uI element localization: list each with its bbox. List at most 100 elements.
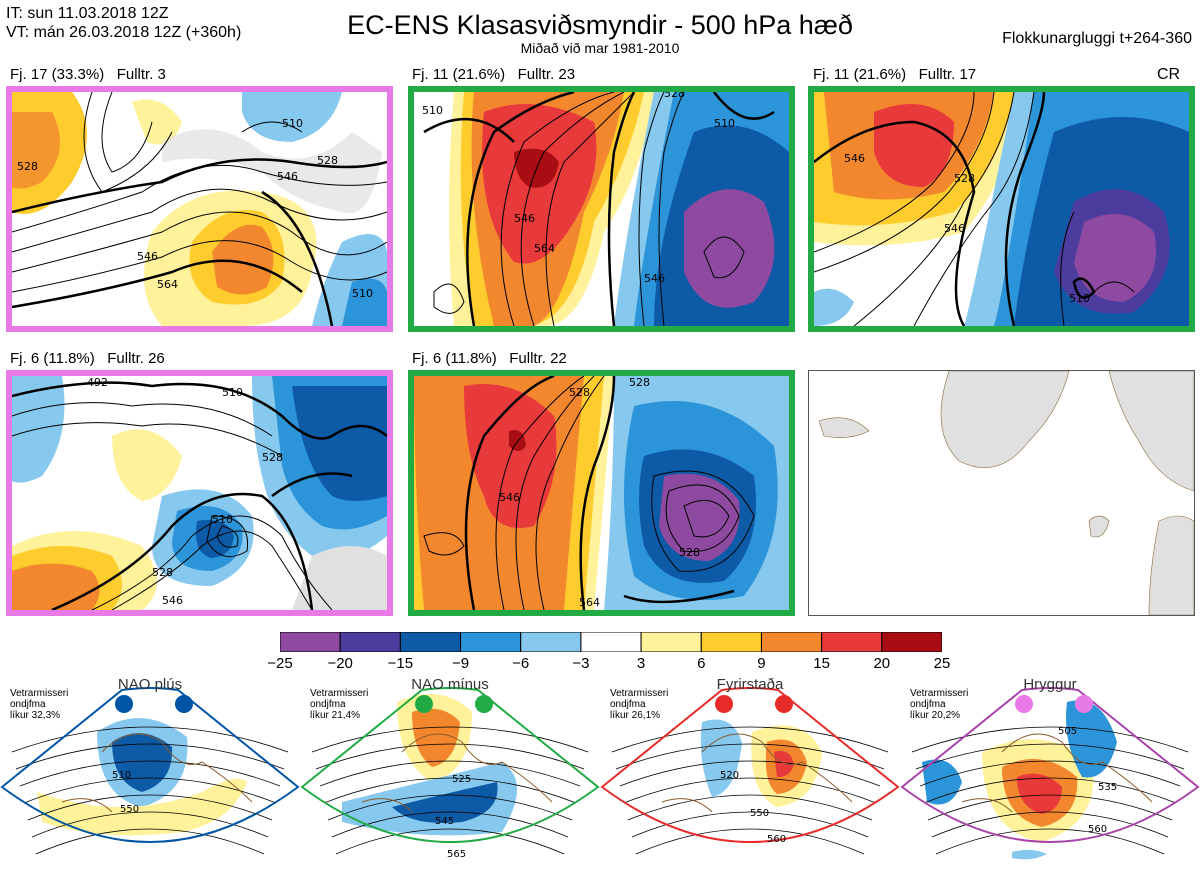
contour-label: 528	[954, 172, 975, 185]
init-time: IT: sun 11.03.2018 12Z	[6, 5, 169, 22]
colorbar-tick-label: −20	[327, 655, 353, 672]
regime-info: Vetrarmisseri ondjfma líkur 20,2%	[910, 688, 968, 721]
contour-label: 528	[679, 546, 700, 559]
contour-label: 510	[282, 117, 303, 130]
regime-name: Hryggur	[1023, 676, 1077, 693]
regime-diagram: 525 545 565	[300, 687, 600, 860]
regime-diagram: 520 550 560	[600, 687, 900, 855]
regime-info-line: Vetrarmisseri	[610, 688, 669, 699]
colorbar-swatch	[520, 631, 582, 653]
regime-marker-dot	[475, 695, 493, 713]
contour-label: 510	[212, 513, 233, 526]
regime-marker-dot	[415, 695, 433, 713]
colorbar-labels: −25 −20 −15 −9 −6 −3 3 6 9 15 20 25	[267, 655, 950, 673]
regime-contour-label: 550	[120, 804, 139, 815]
regime-marker-dot	[1075, 695, 1093, 713]
regime-diagram: 505 535 560	[900, 687, 1200, 860]
cluster-map-panel-2[interactable]: 510 546 564 546 528 510	[408, 86, 795, 332]
panel-3-label: Fj. 11 (21.6%) Fulltr. 17	[813, 66, 977, 83]
contour-label: 528	[664, 92, 685, 100]
regime-1: 510 550 NAO plús Vetrarmisseri ondjfma líkur …	[0, 676, 300, 871]
regime-info-line: ondjfma	[310, 699, 346, 710]
regime-contour-label: 510	[112, 770, 131, 781]
regime-name: NAO plús	[117, 676, 183, 693]
regime-info-line: líkur 32,3%	[10, 710, 61, 721]
regime-row: 510 550 NAO plús Vetrarmisseri ondjfma líkur …	[0, 676, 1200, 871]
anomaly-map-5: 528 528 546 564 528	[414, 376, 789, 610]
contour-label: 546	[499, 491, 520, 504]
cluster-map-panel-5[interactable]: 528 528 546 564 528	[408, 370, 795, 616]
valid-time: VT: mán 26.03.2018 12Z (+360h)	[6, 24, 242, 41]
regime-contour-label: 545	[435, 816, 454, 827]
anomaly-map-4: 492 510 528 510 528 546	[12, 376, 387, 610]
colorbar-swatch	[339, 631, 401, 653]
colorbar-tick-label: −9	[451, 655, 470, 672]
regime-marker-dot	[115, 695, 133, 713]
contour-label: 528	[262, 451, 283, 464]
page-subtitle: Miðað við mar 1981-2010	[520, 40, 680, 56]
colorbar-tick-label: 20	[873, 655, 891, 672]
regime-contour-label: 550	[750, 808, 769, 819]
contour-label: 510	[352, 287, 373, 300]
colorbar-swatch	[700, 631, 762, 653]
cluster-map-panel-6[interactable]	[808, 370, 1195, 616]
cluster-map-panel-1[interactable]: 510 528 546 564 546 528 510	[6, 86, 393, 332]
base-map-6	[818, 370, 1195, 616]
header-times: IT: sun 11.03.2018 12Z VT: mán 26.03.201…	[6, 4, 241, 42]
regime-info-line: ondjfma	[910, 699, 946, 710]
contour-label: 546	[137, 250, 158, 263]
regime-contour-label: 565	[447, 849, 466, 860]
regime-contour-label: 560	[767, 834, 786, 845]
colorbar-tick-label: −6	[512, 655, 530, 672]
colorbar	[279, 631, 943, 653]
cluster-map-panel-3[interactable]: 546 528 546 510	[808, 86, 1195, 332]
contour-label: 546	[644, 272, 665, 285]
colorbar-swatch	[760, 631, 823, 653]
contour-label: 546	[277, 170, 298, 183]
colorbar-swatch	[580, 631, 642, 653]
credit-label: CR	[1157, 66, 1181, 83]
regime-marker-dot	[775, 695, 793, 713]
colorbar-tick-label: −15	[387, 655, 414, 672]
regime-info-line: Vetrarmisseri	[910, 688, 969, 699]
contour-label: 492	[87, 376, 108, 389]
contour-label: 564	[579, 596, 600, 609]
colorbar-tick-label: 25	[933, 655, 951, 672]
colorbar-swatch	[640, 631, 702, 653]
anomaly-map-1: 510 528 546 564 546 528 510	[12, 92, 387, 326]
contour-label: 528	[569, 386, 590, 399]
cluster-map-panel-4[interactable]: 492 510 528 510 528 546	[6, 370, 393, 616]
colorbar-tick-label: −3	[572, 655, 590, 672]
regime-info-line: líkur 20,2%	[910, 710, 961, 721]
contour-label: 546	[162, 594, 183, 607]
panel-5-label: Fj. 6 (11.8%) Fulltr. 22	[412, 350, 567, 367]
regime-info-line: líkur 21,4%	[310, 710, 361, 721]
colorbar-swatch	[279, 631, 341, 653]
regime-info-line: ondjfma	[610, 699, 646, 710]
classification-window: Flokkunargluggi t+264-360	[1002, 30, 1192, 47]
colorbar-swatches	[279, 631, 943, 653]
regime-marker-dot	[175, 695, 193, 713]
colorbar-tick-label: 3	[636, 655, 646, 672]
contour-label: 564	[534, 242, 555, 255]
colorbar-swatch	[881, 631, 943, 653]
contour-label: 546	[844, 152, 865, 165]
regime-contour-label: 525	[452, 774, 471, 785]
contour-label: 510	[714, 117, 735, 130]
anomaly-map-2: 510 546 564 546 528 510	[414, 92, 789, 326]
colorbar-swatch	[460, 631, 522, 653]
regime-info: Vetrarmisseri ondjfma líkur 26,1%	[610, 688, 668, 721]
regime-marker-dot	[715, 695, 733, 713]
colorbar-tick-label: −25	[267, 655, 293, 672]
contour-label: 510	[422, 104, 443, 117]
anomaly-map-3: 546 528 546 510	[814, 92, 1189, 326]
regime-3: 520 550 560 Fyrirstaða Vetrarmisseri ondjfma l…	[600, 676, 900, 871]
contour-label: 528	[17, 160, 38, 173]
colorbar-swatch	[399, 631, 462, 653]
regime-info-line: ondjfma	[10, 699, 46, 710]
panel-2-label: Fj. 11 (21.6%) Fulltr. 23	[412, 66, 576, 83]
regime-contour-label: 505	[1058, 726, 1077, 737]
regime-info-line: Vetrarmisseri	[310, 688, 369, 699]
contour-label: 528	[152, 566, 173, 579]
regime-info: Vetrarmisseri ondjfma líkur 21,4%	[310, 688, 368, 721]
